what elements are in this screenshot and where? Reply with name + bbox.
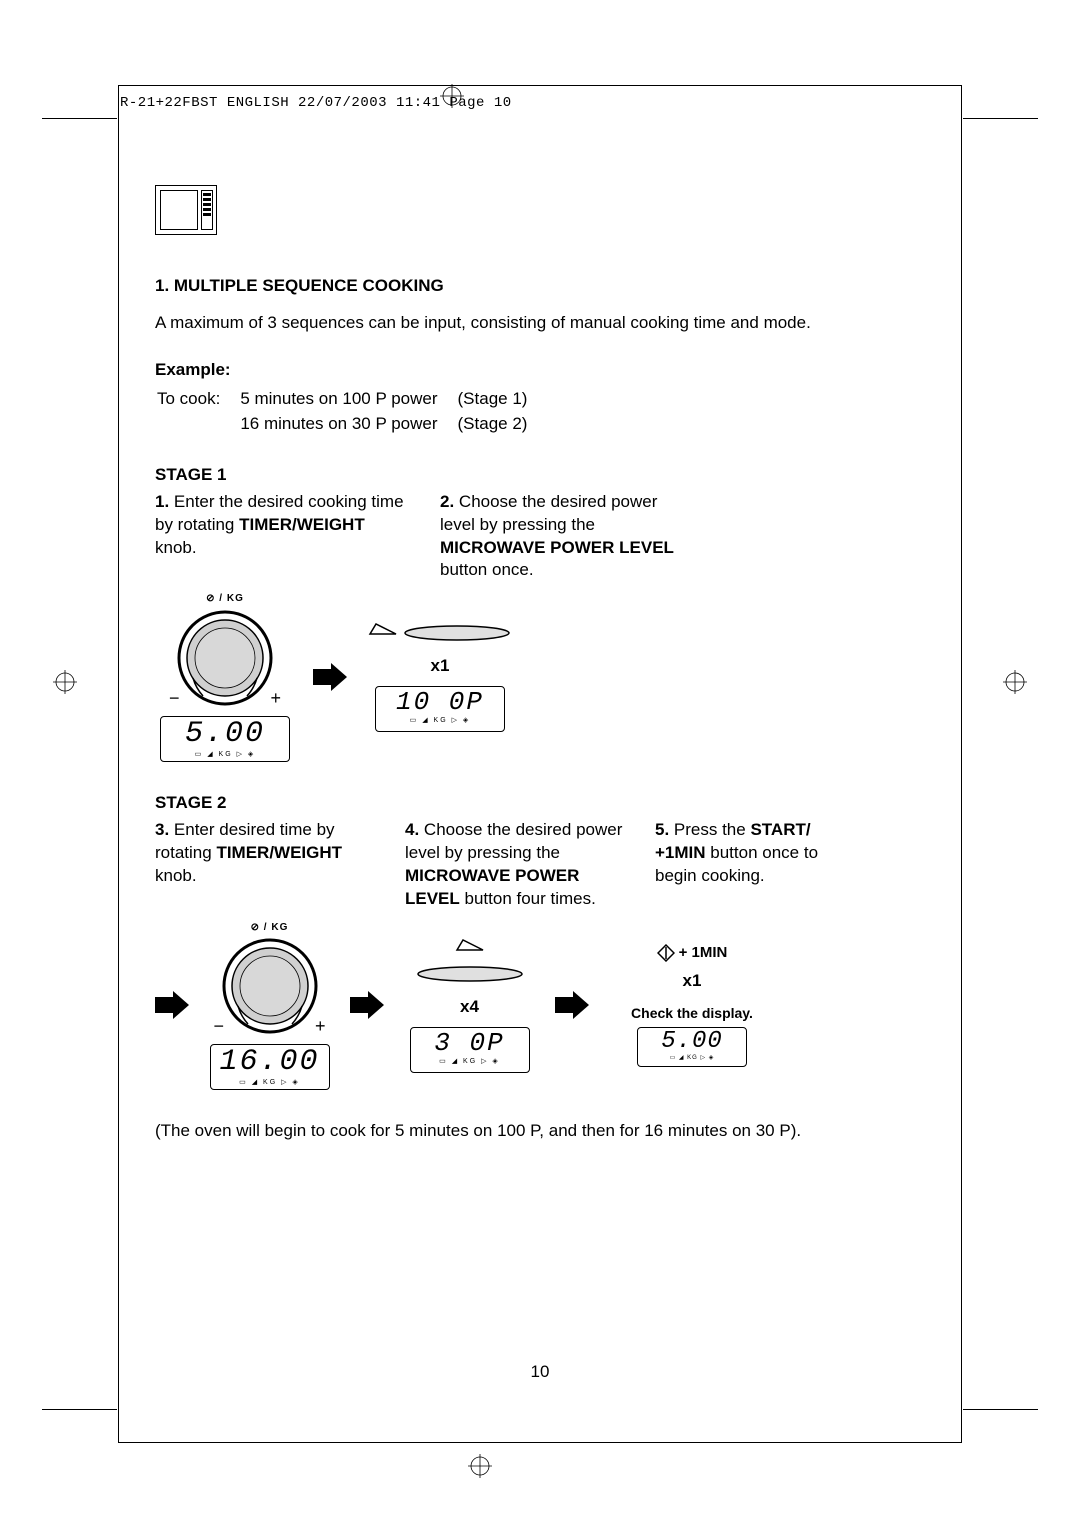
display-digits: 5.00 <box>638 1030 746 1054</box>
knob-label: ⊘ / KG <box>155 592 295 606</box>
step-1: 1. Enter the desired cooking time by rot… <box>155 491 410 583</box>
knob-block: ⊘ / KG − + 5.00 ▭ ◢ KG ▷ ◈ <box>155 592 295 762</box>
example-desc: 5 minutes on 100 P power <box>240 388 455 411</box>
stage2-diagram: ⊘ / KG − + 16.00 ▭ ◢ KG ▷ ◈ x4 3 0P ▭ ◢ … <box>155 921 925 1091</box>
step-text: Choose the desired power level by pressi… <box>440 492 657 534</box>
page-number: 10 <box>155 1361 925 1384</box>
display-panel: 5.00 ▭ ◢ KG ▷ ◈ <box>160 716 290 762</box>
minus-icon: − <box>169 686 180 710</box>
step-text: Press the <box>669 820 750 839</box>
power-button-block: x1 10 0P ▭ ◢ KG ▷ ◈ <box>365 622 515 732</box>
crop-mark <box>42 118 117 119</box>
step-3: 3. Enter desired time by rotating TIMER/… <box>155 819 375 911</box>
registration-mark <box>1003 670 1027 694</box>
step-text: button four times. <box>460 889 596 908</box>
oval-button-icon <box>415 965 525 983</box>
display-digits: 3 0P <box>411 1030 529 1056</box>
step-num: 1. <box>155 492 169 511</box>
stage1-label: STAGE 1 <box>155 464 925 487</box>
step-text: knob. <box>155 866 197 885</box>
step-num: 3. <box>155 820 169 839</box>
display-icons: ▭ ◢ KG ▷ ◈ <box>211 1078 329 1087</box>
crop-mark <box>42 1409 117 1410</box>
timer-knob-icon: − + <box>175 608 275 708</box>
display-panel: 5.00 ▭ ◢ KG ▷ ◈ <box>637 1027 747 1067</box>
step-num: 5. <box>655 820 669 839</box>
triangle-icon <box>368 622 398 636</box>
example-lead: To cook: <box>157 388 238 411</box>
step-2: 2. Choose the desired power level by pre… <box>440 491 695 583</box>
plus-icon: + <box>270 686 281 710</box>
start-button-block: + 1MIN x1 Check the display. 5.00 ▭ ◢ KG… <box>607 943 777 1067</box>
arrow-right-icon <box>555 991 589 1019</box>
example-label: Example: <box>155 359 925 382</box>
stage1-diagram: ⊘ / KG − + 5.00 ▭ ◢ KG ▷ ◈ x1 10 0P ▭ ◢ … <box>155 592 925 762</box>
example-stage: (Stage 2) <box>458 413 546 436</box>
registration-mark <box>468 1454 492 1478</box>
step-5: 5. Press the START/ +1MIN button once to… <box>655 819 845 911</box>
stage2-label: STAGE 2 <box>155 792 925 815</box>
display-icons: ▭ ◢ KG ▷ ◈ <box>376 716 504 725</box>
example-desc: 16 minutes on 30 P power <box>240 413 455 436</box>
arrow-right-icon <box>350 991 384 1019</box>
example-stage: (Stage 1) <box>458 388 546 411</box>
arrow-right-icon <box>155 991 189 1019</box>
plus-icon: + <box>315 1014 326 1038</box>
multiplier-label: x1 <box>607 970 777 993</box>
display-digits: 5.00 <box>161 719 289 749</box>
step-4: 4. Choose the desired power level by pre… <box>405 819 625 911</box>
display-digits: 10 0P <box>376 689 504 715</box>
minus-icon: − <box>214 1014 225 1038</box>
registration-mark <box>53 670 77 694</box>
timer-knob-icon: − + <box>220 936 320 1036</box>
knob-label: ⊘ / KG <box>207 921 332 935</box>
display-icons: ▭ ◢ KG ▷ ◈ <box>411 1057 529 1066</box>
stage1-steps: 1. Enter the desired cooking time by rot… <box>155 491 925 583</box>
start-btn-label: + 1MIN <box>679 943 728 963</box>
knob-block: ⊘ / KG − + 16.00 ▭ ◢ KG ▷ ◈ <box>207 921 332 1091</box>
step-text: knob. <box>155 538 197 557</box>
arrow-right-icon <box>313 663 347 691</box>
step-text: Choose the desired power level by pressi… <box>405 820 622 862</box>
display-panel: 16.00 ▭ ◢ KG ▷ ◈ <box>210 1044 330 1090</box>
multiplier-label: x1 <box>365 655 515 678</box>
display-panel: 3 0P ▭ ◢ KG ▷ ◈ <box>410 1027 530 1073</box>
step-num: 2. <box>440 492 454 511</box>
registration-mark <box>440 84 464 108</box>
conclusion-text: (The oven will begin to cook for 5 minut… <box>155 1120 925 1143</box>
power-button-block: x4 3 0P ▭ ◢ KG ▷ ◈ <box>402 938 537 1073</box>
step-bold: MICROWAVE POWER LEVEL <box>440 538 674 557</box>
display-panel: 10 0P ▭ ◢ KG ▷ ◈ <box>375 686 505 732</box>
oval-button-icon <box>402 624 512 642</box>
check-display-label: Check the display. <box>607 1004 777 1023</box>
triangle-icon <box>455 938 485 952</box>
display-icons: ▭ ◢ KG ▷ ◈ <box>161 750 289 759</box>
stage2-steps: 3. Enter desired time by rotating TIMER/… <box>155 819 925 911</box>
step-bold: TIMER/WEIGHT <box>216 843 342 862</box>
example-table: To cook: 5 minutes on 100 P power (Stage… <box>155 386 547 438</box>
step-num: 4. <box>405 820 419 839</box>
crop-mark <box>963 1409 1038 1410</box>
section-title: 1. MULTIPLE SEQUENCE COOKING <box>155 275 925 298</box>
multiplier-label: x4 <box>402 996 537 1019</box>
step-bold: TIMER/WEIGHT <box>239 515 365 534</box>
step-text: button once. <box>440 560 534 579</box>
display-icons: ▭ ◢ KG ▷ ◈ <box>638 1054 746 1062</box>
crop-mark <box>963 118 1038 119</box>
intro-text: A maximum of 3 sequences can be input, c… <box>155 312 925 335</box>
content-area: 1. MULTIPLE SEQUENCE COOKING A maximum o… <box>155 185 925 1408</box>
display-digits: 16.00 <box>211 1047 329 1077</box>
start-1min-icon: + 1MIN <box>607 943 777 963</box>
microwave-icon <box>155 185 217 235</box>
